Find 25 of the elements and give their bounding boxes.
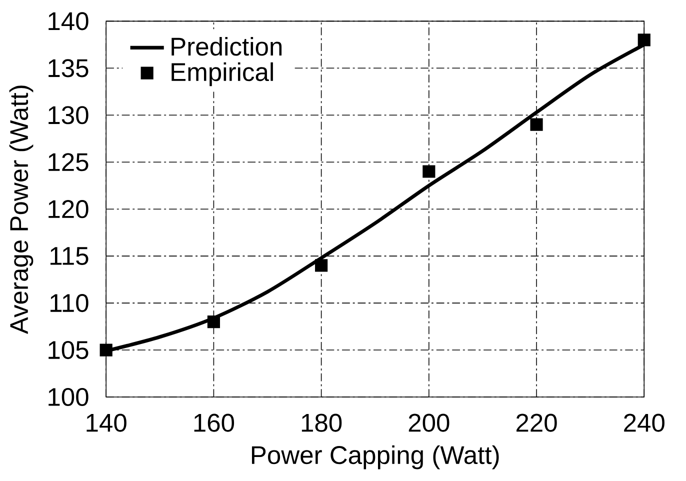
y-tick-label: 105 [48, 340, 88, 359]
x-tick-label: 160 [194, 414, 234, 432]
y-axis-title: Average Power (Watt) [9, 86, 34, 334]
point [315, 259, 328, 272]
point [422, 165, 436, 178]
point [638, 34, 650, 46]
x-tick-label: 140 [86, 414, 126, 432]
y-tick-label: 125 [48, 152, 88, 171]
y-tick-label: 130 [48, 106, 88, 124]
point [207, 315, 220, 328]
y-tick-label: 120 [48, 200, 88, 218]
x-axis-title: Power Capping (Watt) [252, 445, 499, 470]
y-tick-label: 140 [48, 12, 88, 30]
y-tick-label: 100 [48, 388, 88, 406]
legend-label: Empirical [172, 62, 273, 86]
y-tick-label: 115 [50, 246, 88, 265]
y-tick-label: 135 [48, 58, 88, 78]
y-tick-label: 110 [50, 294, 88, 312]
x-tick-label: 220 [516, 414, 557, 432]
x-tick-label: 240 [624, 414, 664, 432]
x-tick-label: 200 [408, 414, 450, 432]
x-tick-label: 180 [302, 414, 342, 432]
point [100, 344, 112, 356]
legend-label: Prediction [172, 36, 282, 56]
point [530, 118, 543, 131]
